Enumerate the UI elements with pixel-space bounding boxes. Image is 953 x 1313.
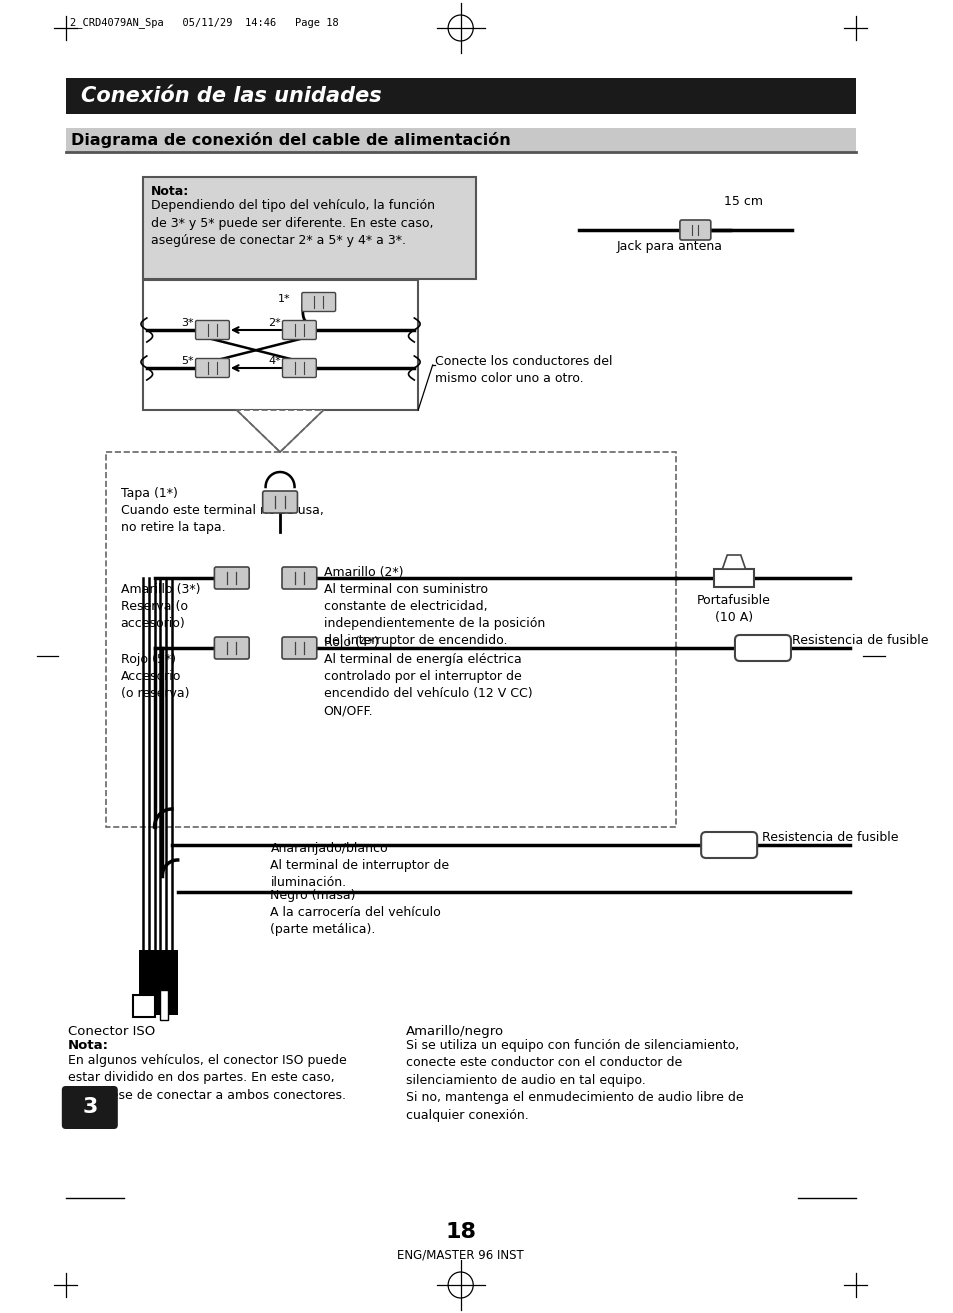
Text: Anaranjado/blanco
Al terminal de interruptor de
iluminación.: Anaranjado/blanco Al terminal de interru… xyxy=(270,842,449,889)
Polygon shape xyxy=(236,410,323,452)
Polygon shape xyxy=(721,555,745,569)
Text: Nota:: Nota: xyxy=(151,185,189,198)
FancyBboxPatch shape xyxy=(282,637,316,659)
Text: Resistencia de fusible: Resistencia de fusible xyxy=(761,831,898,843)
Text: 5*: 5* xyxy=(181,356,194,366)
FancyBboxPatch shape xyxy=(214,567,249,590)
Text: 3*: 3* xyxy=(181,318,194,328)
Text: Nota:: Nota: xyxy=(68,1039,109,1052)
Text: Conexión de las unidades: Conexión de las unidades xyxy=(81,85,381,106)
Text: Conecte los conductores del
mismo color uno a otro.: Conecte los conductores del mismo color … xyxy=(435,355,612,385)
Text: Portafusible
(10 A): Portafusible (10 A) xyxy=(697,593,770,624)
FancyBboxPatch shape xyxy=(734,635,790,660)
FancyBboxPatch shape xyxy=(679,221,710,240)
FancyBboxPatch shape xyxy=(195,320,229,340)
Text: En algunos vehículos, el conector ISO puede
estar dividido en dos partes. En est: En algunos vehículos, el conector ISO pu… xyxy=(68,1054,346,1102)
Text: 15 cm: 15 cm xyxy=(723,196,762,207)
Text: 3: 3 xyxy=(82,1096,97,1117)
FancyBboxPatch shape xyxy=(700,832,757,857)
Text: ENG/MASTER 96 INST: ENG/MASTER 96 INST xyxy=(396,1247,523,1260)
Bar xyxy=(713,569,754,587)
Text: Amarillo/negro: Amarillo/negro xyxy=(405,1025,503,1039)
Text: 1*: 1* xyxy=(278,294,291,305)
FancyBboxPatch shape xyxy=(282,358,316,378)
Text: 18: 18 xyxy=(445,1222,476,1242)
Text: Rojo (5*)
Accesorio
(o reserva): Rojo (5*) Accesorio (o reserva) xyxy=(121,653,189,700)
Bar xyxy=(66,77,855,114)
Text: Dependiendo del tipo del vehículo, la función
de 3* y 5* puede ser diferente. En: Dependiendo del tipo del vehículo, la fu… xyxy=(151,200,435,247)
Text: 4*: 4* xyxy=(268,356,281,366)
Text: Diagrama de conexión del cable de alimentación: Diagrama de conexión del cable de alimen… xyxy=(71,133,511,148)
FancyBboxPatch shape xyxy=(133,995,154,1018)
Text: Si se utiliza un equipo con función de silenciamiento,
conecte este conductor co: Si se utiliza un equipo con función de s… xyxy=(405,1039,742,1123)
FancyBboxPatch shape xyxy=(195,358,229,378)
Text: Amarillo (3*)
Reserva (o
accesorio): Amarillo (3*) Reserva (o accesorio) xyxy=(121,583,200,630)
Text: Jack para antena: Jack para antena xyxy=(616,240,721,253)
Text: 2*: 2* xyxy=(268,318,281,328)
FancyBboxPatch shape xyxy=(143,280,417,410)
Text: 2_CRD4079AN_Spa   05/11/29  14:46   Page 18: 2_CRD4079AN_Spa 05/11/29 14:46 Page 18 xyxy=(70,17,338,28)
Text: Negro (masa)
A la carrocería del vehículo
(parte metálica).: Negro (masa) A la carrocería del vehícul… xyxy=(270,889,440,936)
Text: Resistencia de fusible: Resistencia de fusible xyxy=(791,633,927,646)
FancyBboxPatch shape xyxy=(282,320,316,340)
FancyBboxPatch shape xyxy=(282,567,316,590)
Bar xyxy=(160,990,168,1020)
Text: Amarillo (2*)
Al terminal con suministro
constante de electricidad,
independient: Amarillo (2*) Al terminal con suministro… xyxy=(323,566,544,647)
Text: Rojo (4*)
Al terminal de energía eléctrica
controlado por el interruptor de
ence: Rojo (4*) Al terminal de energía eléctri… xyxy=(323,635,532,717)
FancyBboxPatch shape xyxy=(262,491,297,513)
FancyBboxPatch shape xyxy=(143,177,476,278)
FancyBboxPatch shape xyxy=(301,293,335,311)
Bar xyxy=(66,127,855,152)
FancyBboxPatch shape xyxy=(62,1086,118,1129)
Text: Tapa (1*)
Cuando este terminal no se usa,
no retire la tapa.: Tapa (1*) Cuando este terminal no se usa… xyxy=(121,487,323,534)
Polygon shape xyxy=(236,410,323,452)
Bar xyxy=(139,951,177,1015)
Text: Conector ISO: Conector ISO xyxy=(68,1025,154,1039)
FancyBboxPatch shape xyxy=(214,637,249,659)
